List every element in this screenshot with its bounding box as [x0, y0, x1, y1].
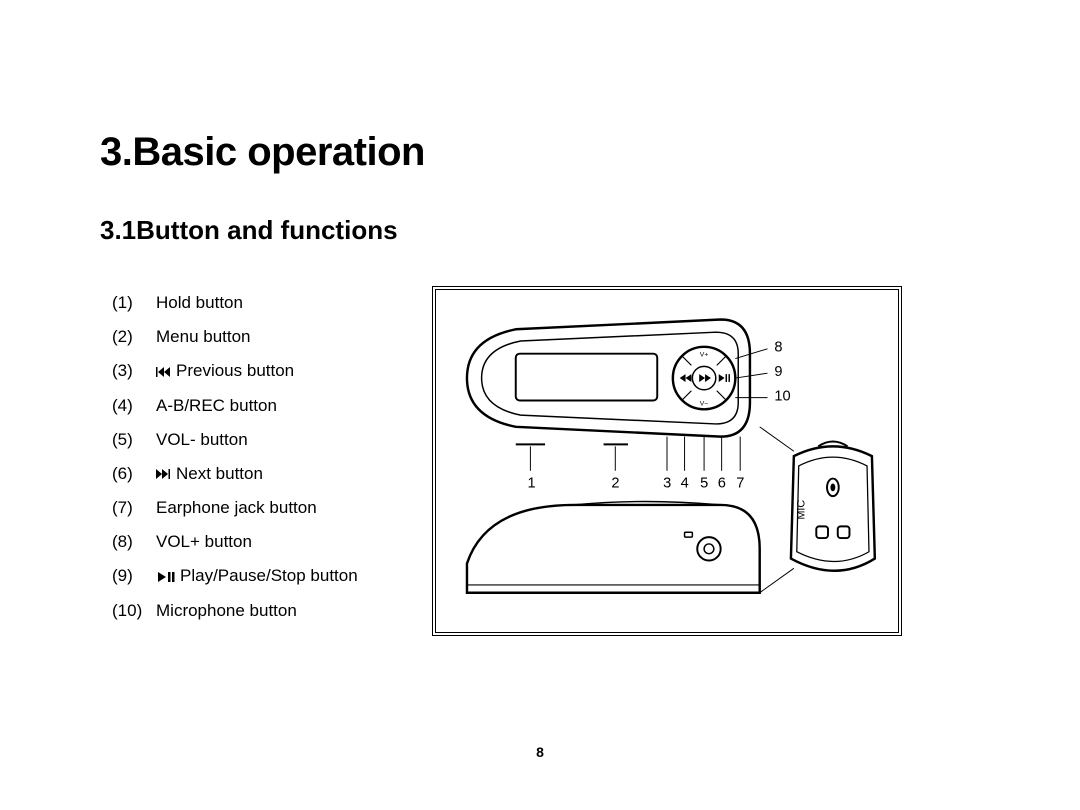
mic-label: MIC: [796, 500, 808, 520]
list-item: (9) Play/Pause/Stop button: [112, 559, 412, 594]
vplus-label: V+: [700, 352, 709, 359]
callout-8: 8: [774, 340, 782, 356]
vminus-label: V−: [700, 400, 709, 407]
section-title: 3.1Button and functions: [100, 215, 990, 246]
item-number: (10): [112, 594, 156, 628]
list-item: (10) Microphone button: [112, 594, 412, 628]
list-item: (3) Previous button: [112, 354, 412, 389]
next-icon: [156, 457, 172, 491]
item-number: (5): [112, 423, 156, 457]
item-number: (8): [112, 525, 156, 559]
callout-7: 7: [736, 475, 744, 491]
page-number: 8: [0, 744, 1080, 760]
list-item: (8) VOL+ button: [112, 525, 412, 559]
callout-4: 4: [681, 475, 689, 491]
item-number: (1): [112, 286, 156, 320]
item-label: Previous button: [156, 354, 294, 389]
play-pause-icon: [156, 560, 176, 594]
list-item: (7) Earphone jack button: [112, 491, 412, 525]
item-label: Hold button: [156, 286, 243, 320]
list-item: (2) Menu button: [112, 320, 412, 354]
list-item: (4) A-B/REC button: [112, 389, 412, 423]
item-number: (2): [112, 320, 156, 354]
list-item: (6) Next button: [112, 457, 412, 492]
callout-2: 2: [611, 475, 619, 491]
page-title: 3.Basic operation: [100, 130, 990, 175]
callout-6: 6: [718, 475, 726, 491]
callout-9: 9: [774, 364, 782, 380]
item-label: Microphone button: [156, 594, 297, 628]
callout-10: 10: [774, 389, 790, 405]
item-label: VOL+ button: [156, 525, 252, 559]
item-number: (7): [112, 491, 156, 525]
item-number: (4): [112, 389, 156, 423]
item-number: (3): [112, 354, 156, 389]
button-function-list: (1) Hold button (2) Menu button (3) Prev…: [100, 286, 412, 628]
device-diagram: V+ V−: [432, 286, 902, 636]
list-item: (1) Hold button: [112, 286, 412, 320]
list-item: (5) VOL- button: [112, 423, 412, 457]
item-label: Next button: [156, 457, 263, 492]
item-label: A-B/REC button: [156, 389, 277, 423]
item-number: (9): [112, 559, 156, 594]
item-label: Menu button: [156, 320, 251, 354]
item-label: VOL- button: [156, 423, 248, 457]
previous-icon: [156, 355, 172, 389]
callout-5: 5: [700, 475, 708, 491]
callout-1: 1: [527, 475, 535, 491]
item-label: Play/Pause/Stop button: [156, 559, 358, 594]
callout-3: 3: [663, 475, 671, 491]
item-number: (6): [112, 457, 156, 492]
item-label: Earphone jack button: [156, 491, 317, 525]
